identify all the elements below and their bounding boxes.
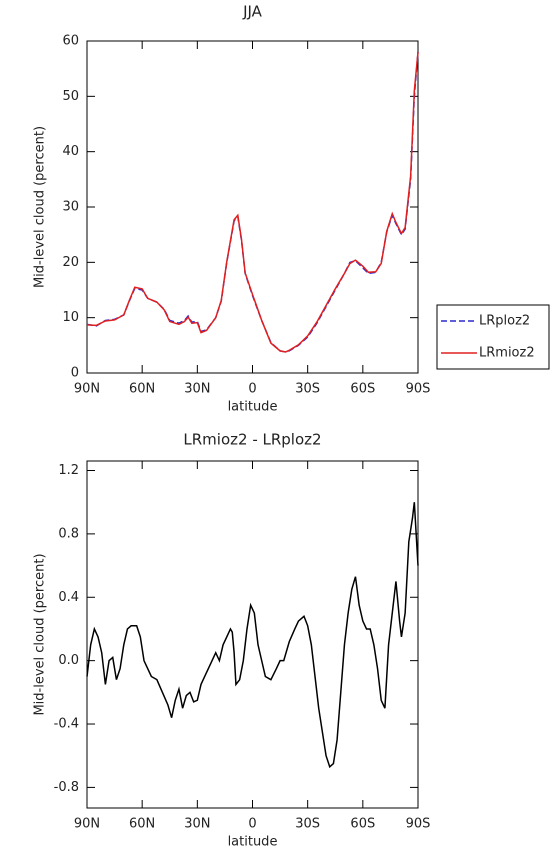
- x-tick-label: 60S: [350, 382, 375, 397]
- y-tick-label: 50: [62, 89, 79, 104]
- y-tick-label: 10: [62, 310, 79, 325]
- legend-box: [436, 304, 550, 370]
- y-tick-label: 1.2: [58, 463, 79, 478]
- data-line: [86, 502, 419, 769]
- chart-title: LRmioz2 - LRploz2: [183, 431, 321, 449]
- plot-frame: [86, 40, 419, 374]
- x-axis-label: latitude: [228, 835, 278, 850]
- y-tick-label: 20: [62, 255, 79, 270]
- x-tick-label: 30N: [184, 817, 210, 832]
- x-tick-label: 90N: [74, 817, 100, 832]
- x-tick-label: 30S: [295, 382, 320, 397]
- y-tick-label: 0.8: [58, 526, 79, 541]
- y-tick-label: 0.4: [58, 590, 79, 605]
- y-tick-label: 0: [71, 366, 79, 381]
- y-tick-label: 60: [62, 34, 79, 49]
- x-tick-label: 60N: [129, 817, 155, 832]
- y-tick-label: -0.8: [54, 780, 79, 795]
- y-axis-label: Mid-level cloud (percent): [33, 553, 48, 715]
- data-line: [86, 52, 419, 353]
- x-tick-label: 90S: [406, 382, 431, 397]
- legend-label: LRmioz2: [479, 346, 535, 361]
- x-tick-label: 30N: [184, 382, 210, 397]
- chart-title: JJA: [242, 3, 263, 21]
- x-tick-label: 30S: [295, 817, 320, 832]
- x-tick-label: 60N: [129, 382, 155, 397]
- x-tick-label: 90N: [74, 382, 100, 397]
- x-tick-label: 60S: [350, 817, 375, 832]
- y-tick-label: 30: [62, 200, 79, 215]
- y-tick-label: 0.0: [58, 653, 79, 668]
- x-tick-label: 90S: [406, 817, 431, 832]
- x-axis-label: latitude: [228, 400, 278, 415]
- plot-frame: [86, 460, 419, 809]
- y-tick-label: 40: [62, 144, 79, 159]
- data-line: [86, 51, 419, 353]
- x-tick-label: 0: [248, 382, 256, 397]
- y-tick-label: -0.4: [54, 717, 79, 732]
- y-axis-label: Mid-level cloud (percent): [33, 126, 48, 288]
- x-tick-label: 0: [248, 817, 256, 832]
- legend-label: LRploz2: [479, 314, 530, 329]
